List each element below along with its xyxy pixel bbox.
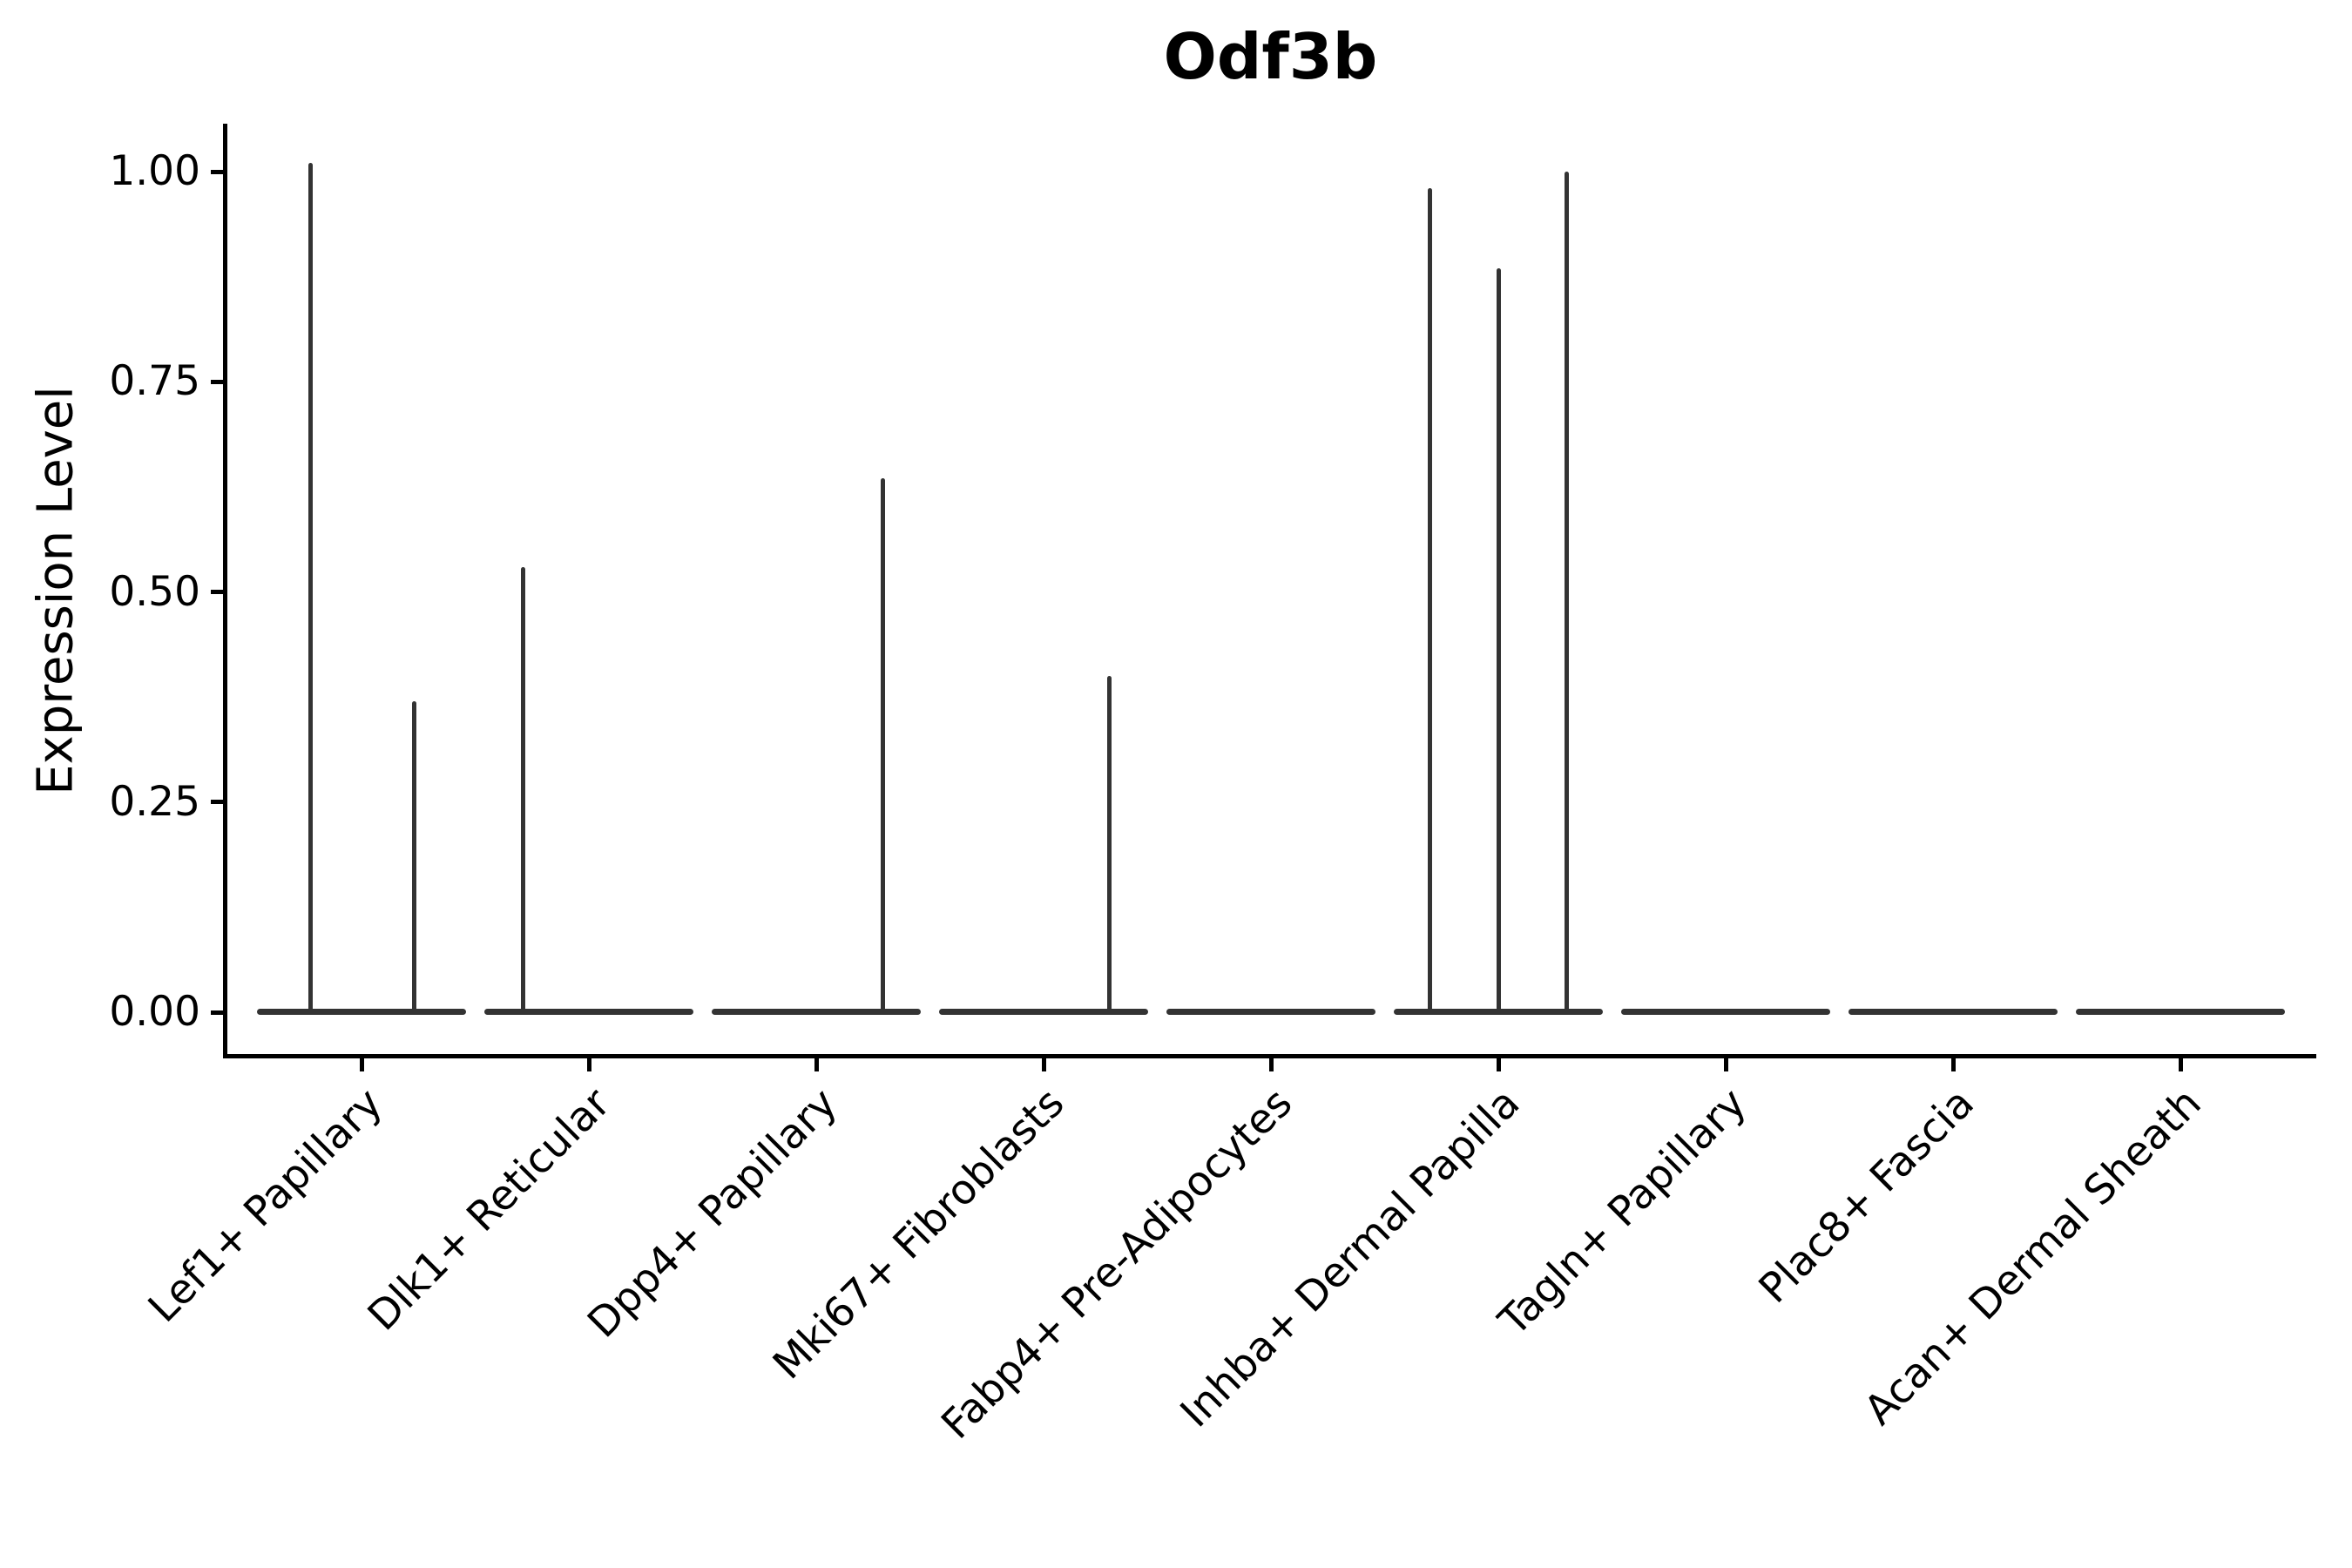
y-tick-label: 0.25: [109, 777, 200, 826]
x-tick-mark: [2178, 1058, 2183, 1071]
violin-spike: [1496, 267, 1501, 1012]
violin-baseline: [939, 1009, 1148, 1015]
y-tick-label: 0.75: [109, 357, 200, 406]
violin-spike: [411, 700, 416, 1012]
x-axis-label: Lef1+ Papillary: [139, 1078, 392, 1332]
chart-title: Odf3b: [1163, 20, 1378, 93]
violin-baseline: [1166, 1009, 1375, 1015]
y-tick-mark: [211, 169, 223, 174]
x-tick-mark: [1950, 1058, 1956, 1071]
violin-baseline: [484, 1009, 693, 1015]
y-tick-label: 0.00: [109, 988, 200, 1036]
x-tick-mark: [1496, 1058, 1501, 1071]
violin-spike: [308, 163, 313, 1012]
violin-baseline: [712, 1009, 921, 1015]
y-tick-mark: [211, 1010, 223, 1015]
violin-spike: [1428, 188, 1433, 1012]
violin-baseline: [1848, 1009, 2058, 1015]
violin-spike: [1564, 172, 1569, 1012]
x-tick-mark: [586, 1058, 591, 1071]
x-tick-mark: [359, 1058, 364, 1071]
x-axis-label: Dlk1+ Reticular: [358, 1078, 619, 1341]
violin-spike: [520, 566, 525, 1012]
x-axis-label: Tagln+ Papillary: [1490, 1078, 1756, 1346]
y-tick-mark: [211, 590, 223, 594]
y-axis-spine: [223, 124, 227, 1058]
y-tick-mark: [211, 379, 223, 384]
x-axis-label: Plac8+ Fascia: [1749, 1078, 1984, 1313]
x-tick-mark: [1268, 1058, 1274, 1071]
y-tick-label: 0.50: [109, 567, 200, 616]
violin-baseline: [1621, 1009, 1830, 1015]
x-tick-mark: [1041, 1058, 1046, 1071]
y-tick-mark: [211, 800, 223, 805]
x-tick-mark: [814, 1058, 819, 1071]
y-tick-label: 1.00: [109, 147, 200, 195]
x-tick-mark: [1723, 1058, 1728, 1071]
violin-baseline: [2076, 1009, 2285, 1015]
violin-spike: [881, 478, 886, 1012]
violin-spike: [1107, 676, 1112, 1012]
violin-baseline: [257, 1009, 466, 1015]
x-axis-label: Dpp4+ Papillary: [578, 1078, 847, 1348]
x-axis-spine: [223, 1054, 2316, 1058]
